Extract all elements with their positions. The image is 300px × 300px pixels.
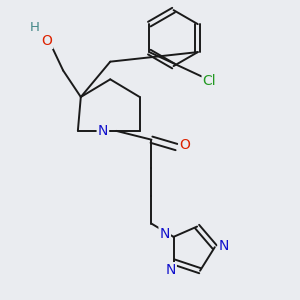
Text: Cl: Cl: [203, 74, 216, 88]
Text: O: O: [179, 138, 190, 152]
Text: N: N: [160, 227, 170, 241]
Text: N: N: [98, 124, 108, 138]
Text: O: O: [41, 34, 52, 48]
Text: N: N: [165, 263, 176, 277]
Text: H: H: [30, 21, 40, 34]
Text: N: N: [218, 239, 229, 253]
